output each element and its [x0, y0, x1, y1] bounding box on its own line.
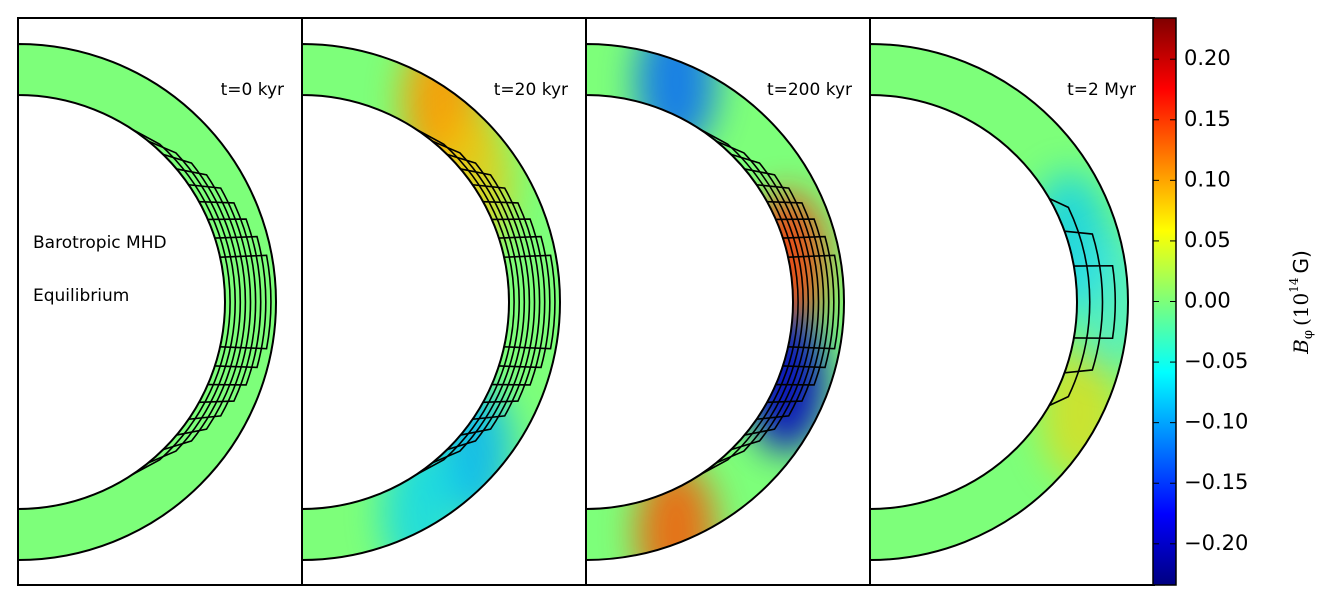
colorbar-tick-label: 0.05 — [1184, 228, 1231, 252]
field-line — [775, 218, 830, 386]
field-line — [699, 128, 799, 476]
colorbar-tick-label: 0.15 — [1184, 107, 1231, 131]
colorbar-tick-label: −0.10 — [1184, 410, 1248, 434]
colorbar-label: Bφ(1014G) — [1287, 250, 1316, 355]
field-line — [460, 168, 531, 436]
colorbar-tick-label: −0.15 — [1184, 470, 1248, 494]
shell-outline — [869, 42, 1129, 562]
field-line — [1073, 264, 1117, 340]
field-line — [214, 235, 267, 369]
colorbar-tick-label: 0.00 — [1184, 289, 1231, 313]
field-line — [176, 168, 247, 436]
field-line — [1064, 230, 1104, 374]
shell-outline — [17, 42, 277, 562]
colorbar-tick-label: 0.10 — [1184, 167, 1231, 191]
panel-label: t=2 Myr — [1067, 80, 1136, 100]
shell-colors — [131, 128, 272, 476]
annotation: Barotropic MHD — [33, 233, 167, 253]
panel-label: t=20 kyr — [494, 80, 568, 100]
field-line — [162, 153, 242, 451]
field-line — [498, 235, 551, 369]
field-line — [730, 153, 810, 451]
colorbar-tick-label: −0.05 — [1184, 349, 1248, 373]
field-line — [207, 218, 262, 386]
field-line — [1048, 197, 1091, 407]
field-line — [491, 218, 546, 386]
field-line — [131, 128, 231, 476]
shell-color — [432, 112, 512, 252]
shell-color — [1070, 232, 1128, 372]
field-line — [431, 140, 520, 464]
shell-color — [382, 442, 462, 560]
field-line — [188, 183, 252, 421]
panel-label: t=200 kyr — [767, 80, 852, 100]
field-line — [788, 254, 840, 350]
field-line — [472, 183, 536, 421]
field-line — [415, 128, 515, 476]
field-line — [715, 140, 804, 464]
field-line — [744, 168, 815, 436]
field-line — [756, 183, 820, 421]
shell — [18, 44, 276, 560]
annotation: Equilibrium — [33, 286, 129, 306]
field-line — [504, 254, 556, 350]
shell-outline — [585, 42, 845, 562]
field-line — [446, 153, 526, 451]
field-line — [782, 235, 835, 369]
colorbar-tick-label: 0.20 — [1184, 46, 1231, 70]
field-line — [220, 254, 272, 350]
field-line — [147, 140, 236, 464]
shell-outline — [301, 42, 561, 562]
panel-label: t=0 kyr — [221, 80, 284, 100]
shell-color — [746, 312, 826, 452]
colorbar-tick-label: −0.20 — [1184, 531, 1248, 555]
